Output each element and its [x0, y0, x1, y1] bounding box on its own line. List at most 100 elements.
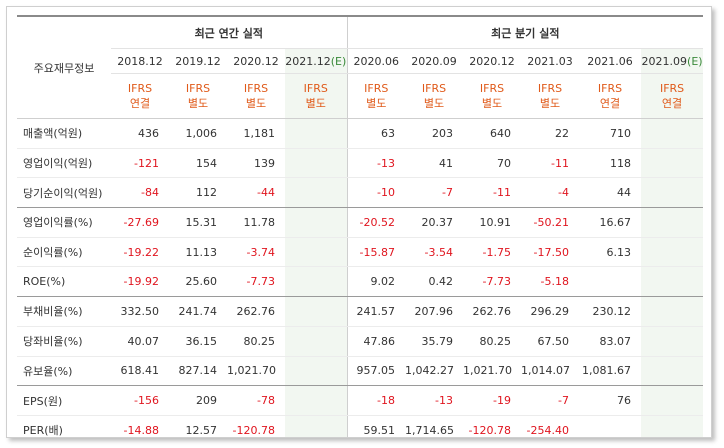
table-cell: 139: [227, 148, 285, 179]
financial-table: 주요재무정보 최근 연간 실적 최근 분기 실적 2018.12 2019.12 2…: [17, 15, 704, 437]
table-cell: -7.73: [463, 266, 522, 298]
table-cell: -14.88: [111, 415, 169, 437]
ifrs-row: IFRS 연결 IFRS 별도 IFRS 별도 IFRS 별도 IFRS 별도 IFRS 별도 IFRS…: [17, 73, 704, 119]
row-label: 부채비율(%): [17, 296, 111, 327]
table-row: 영업이익(억원) -121 154 139 -13 41 70 -11 118: [17, 148, 704, 179]
table-cell: -15.87: [346, 237, 406, 268]
table-cell: 827.14: [169, 356, 227, 387]
table-row: 매출액(억원) 436 1,006 1,181 63 203 640 22 710: [17, 118, 704, 149]
table-row: EPS(원) -156 209 -78 -18 -13 -19 -7 76: [17, 385, 704, 416]
table-row: 당좌비율(%) 40.07 36.15 80.25 47.86 35.79 80.25 67.…: [17, 326, 704, 357]
table-cell: [285, 266, 348, 298]
period-label: 2021.09: [641, 54, 688, 68]
estimate-mark: (E): [330, 54, 347, 68]
period-header: 2018.12: [111, 48, 169, 74]
table-cell: [285, 148, 348, 179]
accounting-basis: IFRS 별도: [346, 73, 406, 119]
table-cell: [285, 385, 348, 416]
row-label: 영업이익률(%): [17, 207, 111, 238]
table-cell: -27.69: [111, 207, 169, 238]
table-cell: 80.25: [463, 326, 522, 357]
basis-label: 연결: [129, 97, 151, 110]
table-cell: 80.25: [227, 326, 285, 357]
period-header: 2020.06: [346, 48, 406, 74]
row-label: PER(배): [17, 415, 111, 437]
table-cell: -3.54: [405, 237, 464, 268]
table-cell: 22: [521, 118, 580, 149]
period-label: 2020.12: [233, 54, 279, 68]
table-cell: 25.60: [169, 266, 227, 298]
table-row: PER(배) -14.88 12.57 -120.78 59.51 1,714.65 -12…: [17, 415, 704, 437]
table-cell: 9.02: [346, 266, 406, 298]
table-cell: 957.05: [346, 356, 406, 387]
period-header: 2019.12: [169, 48, 227, 74]
table-cell: -254.40: [521, 415, 580, 437]
table-cell: [285, 415, 348, 437]
table-cell: [641, 237, 704, 268]
accounting-basis: IFRS 별도: [227, 73, 285, 119]
table-cell: -13: [405, 385, 464, 416]
table-cell: 35.79: [405, 326, 464, 357]
basis-label: 별도: [245, 97, 267, 110]
table-cell: -7: [405, 177, 464, 209]
accounting-basis: IFRS 별도: [405, 73, 464, 119]
table-cell: -20.52: [346, 207, 406, 238]
table-row: 영업이익률(%) -27.69 15.31 11.78 -20.52 20.37 10.91…: [17, 207, 704, 238]
period-header: 2021.06: [579, 48, 642, 74]
table-cell: 59.51: [346, 415, 406, 437]
table-row: 당기순이익(억원) -84 112 -44 -10 -7 -11 -4 44: [17, 177, 704, 209]
table-cell: -121: [111, 148, 169, 179]
table-cell: [641, 415, 704, 437]
table-cell: 1,006: [169, 118, 227, 149]
basis-label: 연결: [661, 97, 683, 110]
ifrs-label: IFRS: [185, 82, 211, 95]
table-cell: -11: [521, 148, 580, 179]
table-cell: 1,014.07: [521, 356, 580, 387]
basis-label: 별도: [305, 97, 326, 110]
table-cell: 1,021.70: [463, 356, 522, 387]
table-cell: -4: [521, 177, 580, 209]
row-label: 순이익률(%): [17, 237, 111, 268]
table-cell: 154: [169, 148, 227, 179]
ifrs-label: IFRS: [127, 82, 153, 95]
table-cell: [641, 207, 704, 238]
table-cell: 44: [579, 177, 642, 209]
group-header-row: 주요재무정보 최근 연간 실적 최근 분기 실적: [17, 15, 704, 119]
period-label: 2021.12: [285, 54, 331, 68]
table-cell: 118: [579, 148, 642, 179]
table-cell: -13: [346, 148, 406, 179]
table-cell: -3.74: [227, 237, 285, 268]
table-cell: 241.57: [346, 296, 406, 327]
table-cell: 20.37: [405, 207, 464, 238]
table-cell: 67.50: [521, 326, 580, 357]
table-cell: 209: [169, 385, 227, 416]
table-cell: [285, 207, 348, 238]
table-cell: 12.57: [169, 415, 227, 437]
table-cell: 241.74: [169, 296, 227, 327]
table-cell: -11: [463, 177, 522, 209]
period-header: 2021.03: [521, 48, 580, 74]
table-cell: 332.50: [111, 296, 169, 327]
table-cell: [579, 266, 642, 298]
table-cell: 1,081.67: [579, 356, 642, 387]
table-row: 유보율(%) 618.41 827.14 1,021.70 957.05 1,042.27…: [17, 356, 704, 387]
table-cell: [641, 118, 704, 149]
table-cell: 296.29: [521, 296, 580, 327]
ifrs-label: IFRS: [421, 82, 447, 95]
table-cell: -7.73: [227, 266, 285, 298]
row-label: 당기순이익(억원): [17, 177, 111, 209]
table-cell: 640: [463, 118, 522, 149]
ifrs-label: IFRS: [537, 82, 563, 95]
table-cell: -50.21: [521, 207, 580, 238]
basis-label: 별도: [423, 97, 445, 110]
table-cell: [285, 177, 348, 209]
table-cell: 1,181: [227, 118, 285, 149]
table-cell: [285, 326, 348, 357]
financial-summary-panel: 주요재무정보 최근 연간 실적 최근 분기 실적 2018.12 2019.12 2…: [6, 6, 712, 438]
table-cell: [641, 356, 704, 387]
table-cell: -19: [463, 385, 522, 416]
table-cell: 6.13: [579, 237, 642, 268]
row-label-header: 주요재무정보: [17, 15, 111, 119]
table-cell: 618.41: [111, 356, 169, 387]
period-row: 2018.12 2019.12 2020.12 2021.12(E) 2020.06 20…: [17, 48, 704, 74]
